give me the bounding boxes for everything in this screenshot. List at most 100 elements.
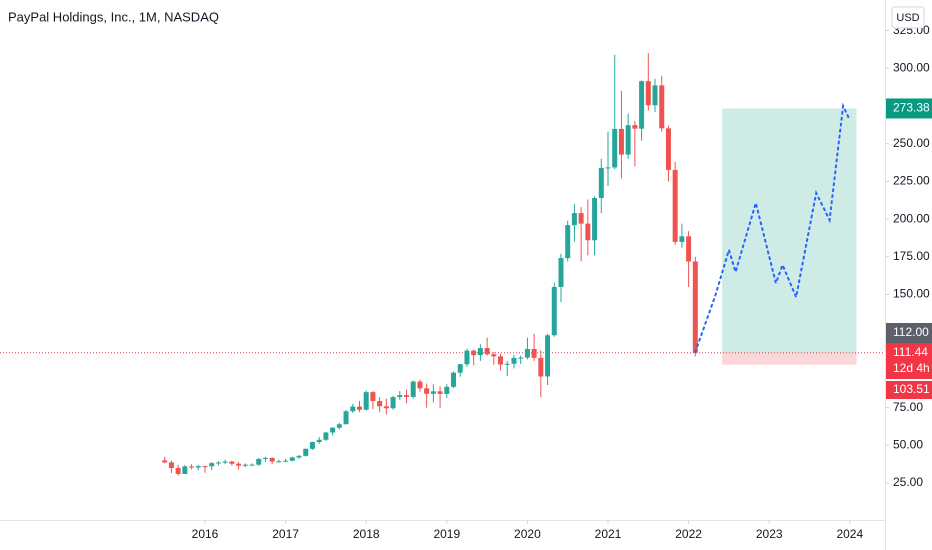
- currency: USD: [896, 12, 919, 24]
- x-tick-label: 2024: [836, 527, 863, 541]
- x-tick-label: 2023: [756, 527, 783, 541]
- candle-body: [558, 258, 564, 287]
- y-tick-label: 225.00: [893, 174, 930, 188]
- y-tick-label: 175.00: [893, 249, 930, 263]
- candle-body: [444, 386, 450, 394]
- x-tick-label: 2017: [272, 527, 299, 541]
- candle-body: [269, 457, 275, 462]
- y-tick-label: 75.00: [893, 400, 923, 414]
- candle-body: [356, 406, 362, 410]
- candle-body: [296, 455, 302, 458]
- crosshair-label-box: [886, 323, 932, 343]
- candle-body: [249, 464, 255, 466]
- candle-body: [377, 401, 383, 407]
- y-tick-label: 300.00: [893, 60, 930, 74]
- candle-body: [585, 223, 591, 241]
- candle-body: [289, 457, 295, 461]
- candle-body: [343, 411, 349, 425]
- candle-body: [571, 213, 577, 226]
- candle-body: [404, 395, 409, 397]
- candle-body: [625, 125, 631, 155]
- target-label: 273.38: [893, 101, 930, 115]
- crosshair-label: 112.00: [893, 325, 929, 339]
- candle-body: [309, 442, 315, 449]
- candle-body: [632, 125, 638, 129]
- candle-body: [484, 348, 490, 355]
- x-tick-label: 2018: [353, 527, 380, 541]
- candle-body: [424, 388, 430, 394]
- stop-zone: [722, 352, 857, 365]
- candle-body: [457, 364, 463, 373]
- x-tick-label: 2016: [192, 527, 219, 541]
- stop-label: 103.51: [893, 382, 930, 396]
- plot-area: [0, 53, 885, 476]
- candle-body: [262, 457, 268, 459]
- candle-body: [363, 392, 369, 410]
- candle-body: [639, 81, 645, 129]
- candle-body: [538, 357, 544, 377]
- candle-body: [175, 467, 181, 475]
- candle-body: [471, 350, 477, 356]
- candle-body: [531, 348, 537, 358]
- candle-body: [330, 427, 336, 433]
- target-label-box: [886, 98, 932, 119]
- price-label-box: [886, 343, 932, 379]
- y-tick-label: 200.00: [893, 211, 930, 225]
- candle-body: [168, 462, 174, 468]
- candle-body: [276, 461, 282, 463]
- candle-body: [195, 466, 201, 468]
- candle-body: [578, 213, 584, 224]
- candle-body: [162, 460, 168, 463]
- candle-body: [692, 261, 698, 353]
- x-tick-label: 2019: [433, 527, 460, 541]
- candle-body: [645, 81, 651, 106]
- candle-body: [410, 381, 416, 397]
- candle-body: [524, 348, 530, 358]
- y-tick-label: 25.00: [893, 475, 923, 489]
- candle-body: [504, 363, 510, 365]
- candle-body: [215, 462, 221, 464]
- candle-body: [618, 128, 624, 155]
- candle-body: [686, 236, 692, 262]
- candle-body: [336, 424, 342, 428]
- candle-body: [652, 85, 658, 106]
- candle-body: [222, 461, 228, 463]
- y-tick-label: 50.00: [893, 438, 923, 452]
- candle-body: [672, 169, 678, 242]
- last-price-label: 111.44: [893, 345, 928, 359]
- candle-body: [397, 395, 403, 398]
- candle-body: [316, 439, 322, 443]
- candle-body: [182, 466, 188, 475]
- candle-body: [551, 286, 557, 336]
- x-tick-label: 2022: [675, 527, 702, 541]
- candle-body: [565, 225, 571, 259]
- candle-body: [383, 406, 389, 409]
- candle-body: [417, 381, 423, 389]
- candle-body: [511, 357, 517, 364]
- profit-zone: [722, 108, 857, 353]
- x-tick-label: 2021: [595, 527, 622, 541]
- candle-body: [283, 460, 289, 462]
- candle-body: [390, 397, 396, 409]
- candle-body: [491, 354, 497, 357]
- candle-body: [612, 128, 618, 168]
- candle-body: [189, 466, 195, 468]
- currency-box[interactable]: [891, 6, 925, 29]
- stop-label-box: [886, 381, 932, 399]
- candle-body: [598, 167, 604, 199]
- candle-body: [665, 128, 671, 170]
- candle-body: [242, 464, 248, 466]
- candle-body: [236, 463, 242, 466]
- x-tick-label: 2020: [514, 527, 541, 541]
- candle-body: [498, 356, 504, 365]
- candle-body: [202, 466, 208, 468]
- candle-body: [430, 391, 436, 394]
- candle-body: [303, 448, 309, 456]
- candle-body: [370, 392, 376, 402]
- candle-body: [350, 406, 356, 412]
- y-tick-label: 150.00: [893, 287, 930, 301]
- candle-body: [451, 372, 457, 387]
- candle-body: [659, 85, 665, 129]
